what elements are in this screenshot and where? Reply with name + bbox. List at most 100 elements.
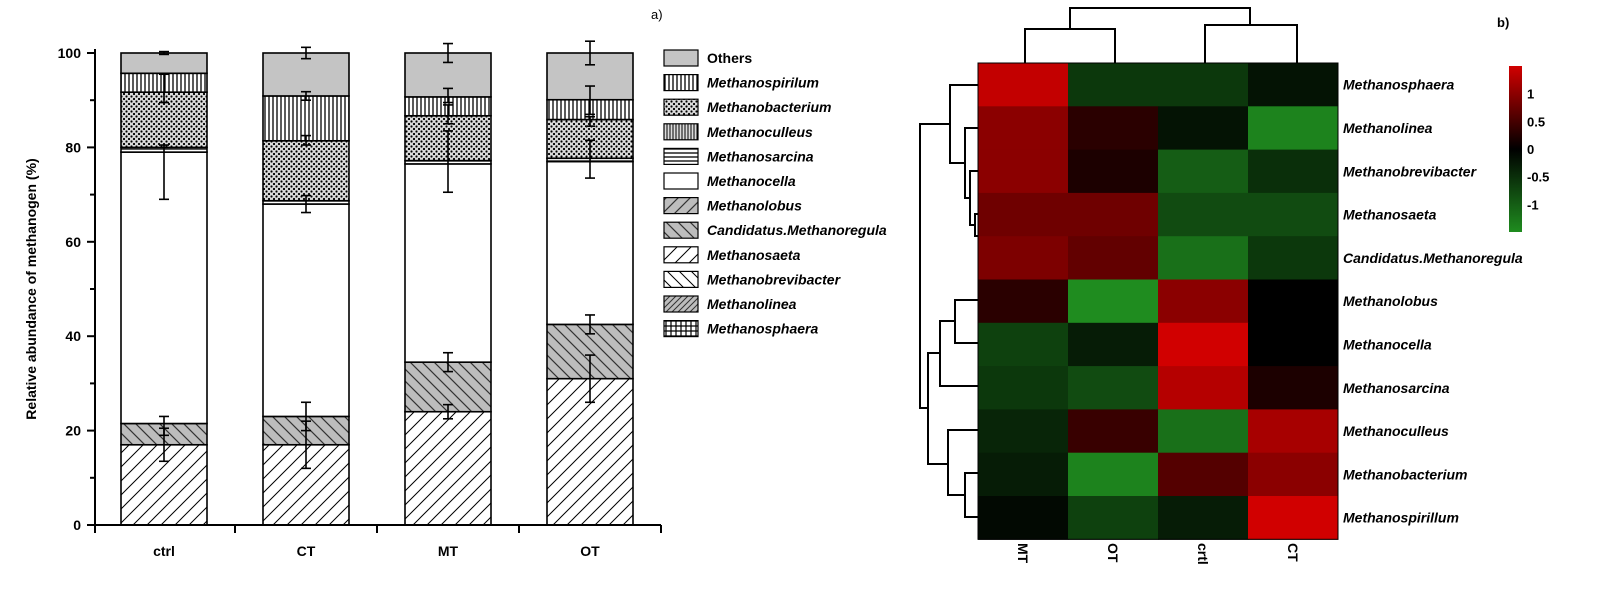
column-labels: MT OT crtl CT (1015, 543, 1301, 565)
legend-swatch (663, 98, 699, 116)
heatmap-cell (1158, 322, 1249, 367)
legend-entry: Others (707, 50, 752, 66)
column-dendrogram (1024, 7, 1298, 65)
y-tick-label: 60 (65, 234, 81, 250)
legend-swatch (663, 73, 699, 92)
heatmap-cell (978, 236, 1069, 280)
bar-segment (262, 203, 350, 418)
legend-entry: Methanolobus (707, 198, 802, 214)
heatmap-cell (1248, 192, 1339, 237)
row-label: Methanosaeta (1343, 207, 1437, 223)
heatmap-cell (1158, 496, 1249, 540)
heatmap-cell (978, 149, 1069, 194)
heatmap-cell (1248, 149, 1339, 194)
panel-label-b: b) (1497, 15, 1509, 30)
x-tick-label: MT (438, 543, 459, 559)
legend-swatch (663, 320, 699, 338)
colorbar-tick-label: 1 (1527, 87, 1534, 102)
row-label: Candidatus.Methanoregula (1343, 250, 1523, 266)
legend-swatch (663, 246, 699, 264)
legend-swatch (663, 197, 699, 215)
heatmap-cell (1248, 322, 1339, 367)
heatmap-cell (1248, 409, 1339, 454)
legend-swatch (663, 172, 699, 190)
colorbar-tick-label: -1 (1527, 197, 1539, 212)
heatmap-cell (1158, 279, 1249, 324)
column-label: CT (1285, 543, 1301, 562)
legend-entry: Methanobacterium (707, 99, 831, 115)
heatmap-cell (1068, 496, 1159, 540)
x-tick-label: OT (580, 543, 600, 559)
heatmap-cell (1158, 63, 1249, 107)
legend-swatch (663, 270, 699, 288)
y-tick-label: 100 (58, 45, 82, 61)
heatmap-cell (978, 279, 1069, 324)
heatmap-cell (978, 322, 1069, 367)
heatmap-cell (978, 106, 1069, 151)
panel-label-a: a) (651, 7, 663, 22)
y-tick-label: 40 (65, 328, 81, 344)
column-label: OT (1105, 543, 1121, 563)
heatmap-cell (1248, 63, 1339, 107)
heatmap-cell (1068, 366, 1159, 410)
heatmap-cell (1248, 496, 1339, 540)
heatmap-cell (1248, 452, 1339, 497)
error-bars (159, 40, 595, 470)
row-label: Methanospirillum (1343, 510, 1459, 526)
colorbar-tick-label: 0.5 (1527, 114, 1545, 129)
legend-swatch (663, 123, 699, 141)
legend-entry: Methanoculleus (707, 124, 813, 140)
row-label: Methanobrevibacter (1343, 163, 1478, 179)
row-label: Methanolobus (1343, 293, 1438, 309)
heatmap-cell (978, 366, 1069, 410)
row-label: Methanosphaera (1343, 77, 1454, 93)
heatmap-cells (977, 62, 1339, 540)
column-label: crtl (1195, 543, 1211, 565)
heatmap-chart: Methanosphaera Methanolinea Methanobreviba… (919, 7, 1549, 565)
stacked-bar-chart: 0 20 40 60 80 100 ctrl CT MT OT Relative abundan… (23, 7, 887, 559)
bar-segment (120, 52, 208, 75)
heatmap-cell (1248, 279, 1339, 324)
y-tick-label: 0 (73, 517, 81, 533)
heatmap-cell (1248, 106, 1339, 151)
heatmap-cell (1158, 236, 1249, 280)
legend-swatch (663, 49, 699, 67)
heatmap-cell (1158, 409, 1249, 454)
legend-entry: Methanolinea (707, 296, 797, 312)
heatmap-cell (978, 496, 1069, 540)
row-labels: Methanosphaera Methanolinea Methanobreviba… (1343, 77, 1523, 526)
heatmap-cell (1068, 106, 1159, 151)
row-label: Methanolinea (1343, 120, 1433, 136)
bar-segment (262, 95, 350, 142)
bars (120, 52, 634, 526)
y-tick-label: 20 (65, 423, 81, 439)
heatmap-cell (978, 63, 1069, 107)
colorbar: 1 0.5 0 -0.5 -1 (1509, 66, 1549, 232)
heatmap-cell (978, 452, 1069, 497)
heatmap-cell (1068, 279, 1159, 324)
x-tick-label: ctrl (153, 543, 175, 559)
row-label: Methanobacterium (1343, 466, 1467, 482)
legend-swatch (663, 295, 699, 313)
heatmap-cell (978, 409, 1069, 454)
heatmap-cell (1068, 409, 1159, 454)
legend-entry: Methanosaeta (707, 247, 801, 263)
legend-entry: Methanosarcina (707, 148, 814, 164)
legend-entry: Methanospirilum (707, 75, 819, 91)
axes: ctrl CT MT OT (94, 49, 662, 559)
x-tick-label: CT (297, 543, 316, 559)
bar-segment (404, 410, 492, 526)
bar-segment (404, 163, 492, 363)
heatmap-cell (1158, 106, 1249, 151)
column-label: MT (1015, 543, 1031, 564)
heatmap-cell (1248, 366, 1339, 410)
legend-swatch (663, 147, 699, 165)
heatmap-cell (1068, 236, 1159, 280)
row-label: Methanoculleus (1343, 423, 1449, 439)
heatmap-cell (978, 192, 1069, 237)
heatmap-cell (1068, 452, 1159, 497)
row-dendrogram (919, 84, 978, 518)
heatmap-cell (1158, 192, 1249, 237)
heatmap-border (977, 62, 1339, 540)
